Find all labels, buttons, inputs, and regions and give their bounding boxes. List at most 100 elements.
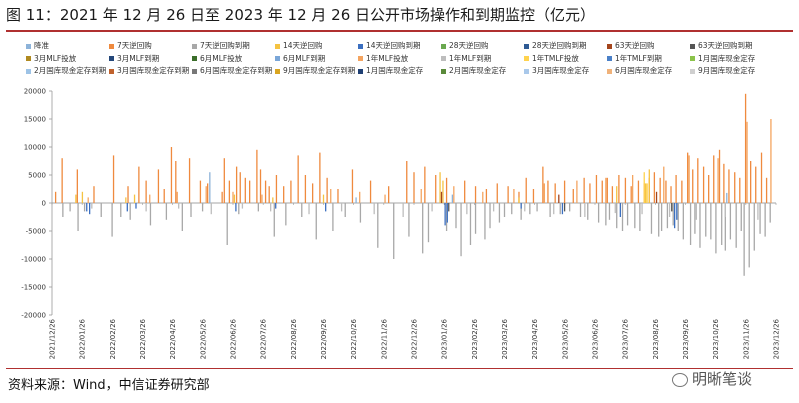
bar <box>315 203 317 240</box>
bar <box>209 172 211 203</box>
bar <box>270 203 272 212</box>
bar <box>606 177 608 203</box>
bar <box>424 166 426 203</box>
legend-swatch <box>607 56 612 61</box>
bar <box>54 191 57 203</box>
bar <box>264 180 267 203</box>
bar <box>643 172 645 203</box>
bar <box>757 203 759 220</box>
bar <box>464 180 466 203</box>
bar <box>663 166 665 203</box>
wechat-icon <box>672 372 688 387</box>
bar <box>750 161 752 203</box>
bar <box>587 203 589 220</box>
bar <box>422 203 424 254</box>
legend-swatch <box>441 56 446 61</box>
bar <box>668 203 671 217</box>
legend-swatch <box>441 43 446 49</box>
bar <box>637 180 640 203</box>
bar <box>746 121 748 203</box>
bar <box>688 155 690 203</box>
bar <box>710 203 712 240</box>
bar <box>673 203 676 229</box>
bar <box>133 194 136 203</box>
bar <box>351 169 354 203</box>
legend-label: 6月国库现金定存到期 <box>200 66 273 75</box>
legend-label: 14天逆回购 <box>283 41 323 50</box>
bar <box>726 192 728 203</box>
bar <box>547 180 549 203</box>
legend-item: 6月MLF投放 <box>192 53 242 64</box>
x-tick-label: 2022/01/26 <box>79 318 87 359</box>
bar <box>634 203 636 229</box>
y-tick-label: -5000 <box>26 228 46 236</box>
x-tick-label: 2022/08/26 <box>290 318 298 359</box>
x-tick-label: 2023/12/26 <box>773 318 781 359</box>
legend-label: 7天逆回购到期 <box>200 41 250 50</box>
bar <box>340 203 343 212</box>
bar <box>563 203 566 212</box>
legend-swatch <box>275 68 280 74</box>
bar <box>205 186 207 203</box>
y-tick-label: -10000 <box>21 256 46 264</box>
bar <box>451 194 454 203</box>
x-tick-label: 2022/12/26 <box>411 318 419 359</box>
bar <box>325 203 327 212</box>
legend-item: 1年MLF投放 <box>358 53 408 64</box>
legend-label: 6月MLF投放 <box>200 53 243 63</box>
bar <box>244 177 246 203</box>
bar <box>697 158 699 203</box>
bar <box>658 203 660 237</box>
bar <box>507 186 509 203</box>
bar <box>572 189 574 203</box>
bar <box>319 152 321 203</box>
bar <box>770 119 772 203</box>
bar <box>91 203 93 209</box>
bar <box>660 203 663 231</box>
legend-item: 1月国库现金定存 <box>690 53 755 64</box>
x-tick-label: 2021/12/26 <box>49 318 57 359</box>
bar <box>201 203 204 212</box>
bar <box>655 191 658 203</box>
bar <box>650 203 653 234</box>
title-rule <box>6 30 793 32</box>
bar <box>760 152 763 203</box>
bar <box>520 203 522 220</box>
x-tick-label: 2022/09/26 <box>320 318 328 359</box>
bar <box>249 180 251 203</box>
legend-label: 2月国库现金定存 <box>449 66 507 75</box>
x-tick-label: 2022/06/26 <box>230 318 238 359</box>
bar <box>239 172 241 203</box>
legend-label: 14天逆回购到期 <box>366 41 421 50</box>
bar <box>100 203 102 217</box>
bar <box>199 180 202 203</box>
legend-label: 9月国库现金定存到期 <box>283 66 356 75</box>
bar <box>76 169 78 203</box>
legend-item: 28天逆回购 <box>441 40 489 51</box>
bar <box>111 203 113 237</box>
legend-label: 6月国库现金定存 <box>615 66 673 75</box>
x-tick-label: 2023/07/26 <box>622 318 630 359</box>
legend-swatch <box>358 43 363 49</box>
x-tick-label: 2022/10/26 <box>350 318 358 359</box>
bar <box>442 180 444 203</box>
bar <box>232 191 234 203</box>
bar <box>181 203 183 231</box>
bar <box>536 203 538 212</box>
legend-item: 1年MLF到期 <box>441 53 491 64</box>
bar <box>330 189 332 203</box>
y-tick-label: 15000 <box>24 116 46 124</box>
bar <box>369 180 372 203</box>
legend-item: 14天逆回购 <box>275 40 323 51</box>
bar <box>178 203 180 209</box>
bar <box>61 158 63 203</box>
bar <box>125 197 127 203</box>
bar <box>653 172 656 203</box>
bar <box>713 155 715 203</box>
legend-swatch <box>607 68 612 74</box>
legend-swatch <box>690 56 695 61</box>
bar <box>765 177 768 203</box>
legend-item: 3月国库现金定存到期 <box>109 65 189 76</box>
legend-label: 1年TMLF到期 <box>615 53 662 63</box>
